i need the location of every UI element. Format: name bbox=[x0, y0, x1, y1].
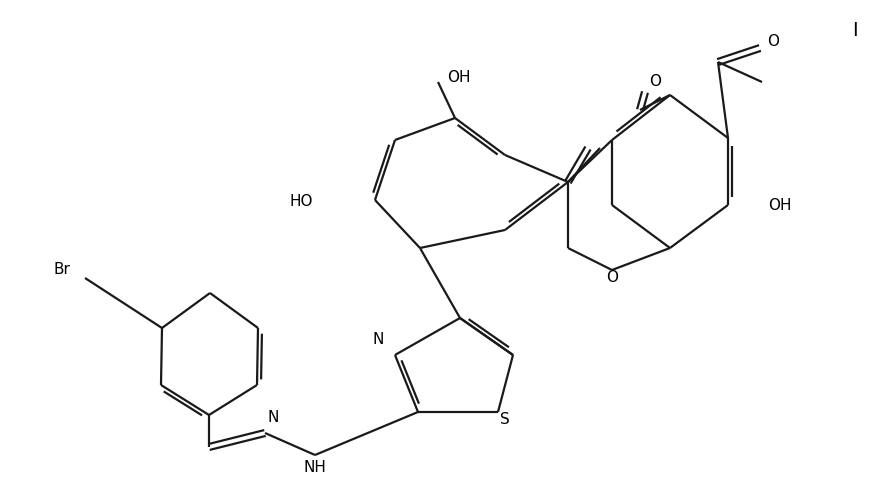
Text: OH: OH bbox=[448, 71, 470, 85]
Text: O: O bbox=[767, 34, 779, 50]
Text: O: O bbox=[649, 75, 661, 89]
Text: N: N bbox=[267, 411, 279, 425]
Text: O: O bbox=[606, 270, 618, 285]
Text: S: S bbox=[500, 413, 510, 427]
Text: OH: OH bbox=[768, 197, 792, 213]
Text: N: N bbox=[372, 332, 384, 347]
Text: NH: NH bbox=[304, 460, 327, 475]
Text: I: I bbox=[852, 20, 858, 39]
Text: HO: HO bbox=[289, 194, 313, 210]
Text: Br: Br bbox=[53, 262, 70, 277]
